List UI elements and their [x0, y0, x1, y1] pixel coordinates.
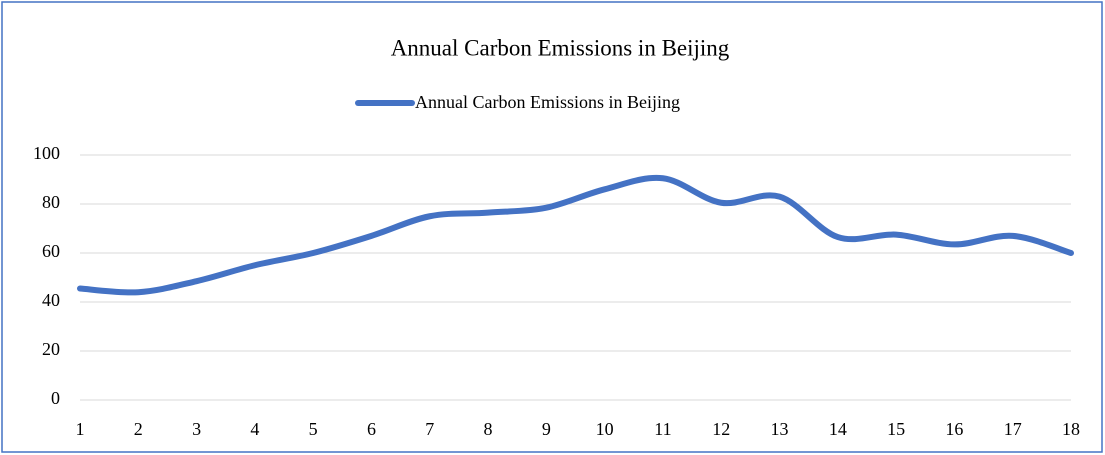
x-tick-label: 7: [425, 419, 434, 439]
y-tick-label: 20: [42, 339, 60, 359]
x-tick-label: 17: [1004, 419, 1022, 439]
x-tick-label: 12: [712, 419, 730, 439]
x-tick-label: 8: [484, 419, 493, 439]
x-tick-label: 6: [367, 419, 376, 439]
chart-title: Annual Carbon Emissions in Beijing: [391, 35, 730, 60]
x-tick-label: 5: [309, 419, 318, 439]
legend-label: Annual Carbon Emissions in Beijing: [415, 92, 680, 112]
x-tick-label: 14: [829, 419, 847, 439]
y-tick-label: 100: [33, 143, 60, 163]
x-tick-label: 2: [134, 419, 143, 439]
y-tick-label: 0: [51, 388, 60, 408]
y-tick-label: 60: [42, 241, 60, 261]
x-tick-label: 10: [596, 419, 614, 439]
x-tick-label: 18: [1062, 419, 1080, 439]
y-tick-label: 40: [42, 290, 60, 310]
x-tick-label: 13: [771, 419, 789, 439]
x-tick-label: 4: [250, 419, 259, 439]
data-line: [77, 174, 1074, 296]
x-tick-label: 15: [887, 419, 905, 439]
x-tick-label: 16: [945, 419, 963, 439]
x-tick-label: 11: [654, 419, 671, 439]
x-tick-label: 9: [542, 419, 551, 439]
x-tick-label: 1: [76, 419, 85, 439]
x-tick-label: 3: [192, 419, 201, 439]
y-tick-label: 80: [42, 192, 60, 212]
